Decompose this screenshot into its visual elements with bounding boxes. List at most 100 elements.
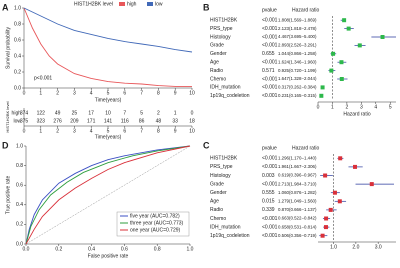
hr-marker (320, 233, 325, 238)
risk-count: 48 (156, 118, 162, 124)
row-label: HIST1H2BK (210, 18, 238, 24)
x-tick-label: 3.0 (375, 244, 382, 250)
hr-marker (332, 190, 337, 195)
risk-count: 1 (174, 110, 177, 116)
row-pvalue: <0.001 (262, 18, 278, 24)
risk-count: 122 (37, 110, 46, 116)
row-pvalue: <0.001 (262, 181, 278, 187)
row-hr-text: 0.870(0.666−1.137) (278, 207, 317, 212)
risk-x-tick-label: 0 (23, 128, 26, 134)
risk-count: 49 (55, 110, 61, 116)
risk-count: 25 (72, 110, 78, 116)
legend-swatch (119, 2, 125, 6)
y-tick-label: 0.6 (14, 37, 21, 43)
row-hr-text: 4.467(3.695−5.400) (278, 34, 317, 39)
row-hr-text: 0.663(0.522−0.842) (278, 216, 317, 221)
x-tick-label: 0.8 (154, 246, 161, 252)
hr-marker (328, 207, 333, 212)
row-pvalue: <0.001 (262, 60, 278, 66)
row-label: PRS_type (210, 164, 233, 170)
series-line (25, 145, 191, 245)
panel-label: B (203, 2, 210, 12)
row-label: Gender (210, 190, 227, 196)
risk-row-label: low (13, 118, 21, 124)
row-pvalue: 0.555 (262, 190, 275, 196)
y-tick-label: 0.4 (16, 202, 23, 208)
row-label: 1p19q_codeletion (210, 93, 250, 99)
x-tick-label: 0.6 (121, 246, 128, 252)
hr-marker (342, 18, 347, 23)
row-label: Chemo (210, 216, 226, 222)
row-pvalue: <0.001 (262, 164, 278, 170)
x-tick-label: 3 (73, 90, 76, 96)
risk-count: 7 (123, 110, 126, 116)
risk-y-label: HIST1H2BK level (5, 101, 10, 132)
hr-marker (339, 77, 344, 81)
x-tick-label: 1.0 (330, 244, 337, 250)
risk-count: 33 (172, 118, 178, 124)
y-tick-label: 0.2 (14, 69, 21, 75)
header-pvalue: pvalue (262, 7, 277, 13)
row-pvalue: <0.001 (262, 26, 278, 32)
row-label: Chemo (210, 76, 226, 82)
row-hr-text: 1.961(1.667−2.306) (278, 164, 317, 169)
row-hr-text: 2.893(2.526−3.291) (278, 43, 317, 48)
risk-count: 374 (20, 110, 29, 116)
row-label: Histology (210, 34, 231, 40)
series-line (23, 7, 192, 87)
row-hr-text: 1.808(1.569−1.869) (278, 17, 317, 22)
risk-count: 276 (53, 118, 62, 124)
risk-count: 18 (189, 118, 195, 124)
risk-count: 171 (87, 118, 96, 124)
row-pvalue: 0.339 (262, 207, 275, 213)
panel-label: D (2, 140, 9, 150)
row-hr-text: 2.123(1.818−2.478) (278, 26, 317, 31)
y-tick-label: 0.8 (14, 21, 21, 27)
risk-x-tick-label: 2 (56, 128, 59, 134)
risk-count: 0 (191, 110, 194, 116)
row-pvalue: 0.015 (262, 199, 275, 205)
header-pvalue: pvalue (262, 145, 277, 151)
legend-label: five year (AUC=0.782) (130, 213, 180, 219)
hr-marker (338, 156, 343, 161)
row-pvalue: <0.001 (262, 34, 278, 40)
row-label: Radio (210, 68, 223, 74)
row-pvalue: <0.001 (262, 76, 278, 82)
row-label: IDH_mutation (210, 224, 241, 230)
row-hr-text: 0.506(0.356−0.719) (278, 233, 317, 238)
x-tick-label: 5 (107, 90, 110, 96)
risk-count: 209 (70, 118, 79, 124)
row-pvalue: <0.001 (262, 85, 278, 91)
x-tick-label: 0.4 (88, 246, 95, 252)
row-label: Gender (210, 51, 227, 57)
row-hr-text: 1.279(1.049−1.560) (278, 198, 317, 203)
y-tick-label: 0.4 (14, 53, 21, 59)
legend-label: three year (AUC=0.773) (130, 220, 184, 226)
risk-x-tick-label: 10 (189, 128, 195, 134)
x-tick-label: 6 (123, 90, 126, 96)
annotation: p<0.001 (34, 75, 52, 81)
hr-marker (380, 35, 385, 39)
x-axis-label: Hazard ratio (343, 111, 370, 117)
panel-label: C (203, 140, 210, 150)
y-axis-label: Survival probability (5, 27, 11, 69)
header-hr: Hazard ratio (292, 7, 319, 13)
hr-marker (319, 93, 324, 98)
risk-x-tick-label: 3 (73, 128, 76, 134)
y-tick-label: 0.8 (16, 163, 23, 169)
row-hr-text: 1.624(1.346−1.960) (278, 59, 317, 64)
row-pvalue: <0.001 (262, 156, 278, 162)
row-hr-text: 1.647(1.328−2.044) (278, 76, 317, 81)
risk-row-label: high (12, 110, 22, 116)
row-pvalue: 0.655 (262, 51, 275, 57)
risk-x-tick-label: 9 (174, 128, 177, 134)
x-tick-label: 1 (331, 104, 334, 110)
row-label: Grade (210, 181, 224, 187)
row-hr-text: 0.231(0.165−0.315) (278, 93, 317, 98)
x-tick-label: 2 (56, 90, 59, 96)
row-hr-text: 0.317(0.262−0.384) (278, 85, 317, 90)
y-tick-label: 0.0 (16, 241, 23, 247)
hr-marker (323, 225, 328, 230)
x-tick-label: 8 (157, 90, 160, 96)
y-tick-label: 1.0 (14, 5, 21, 11)
